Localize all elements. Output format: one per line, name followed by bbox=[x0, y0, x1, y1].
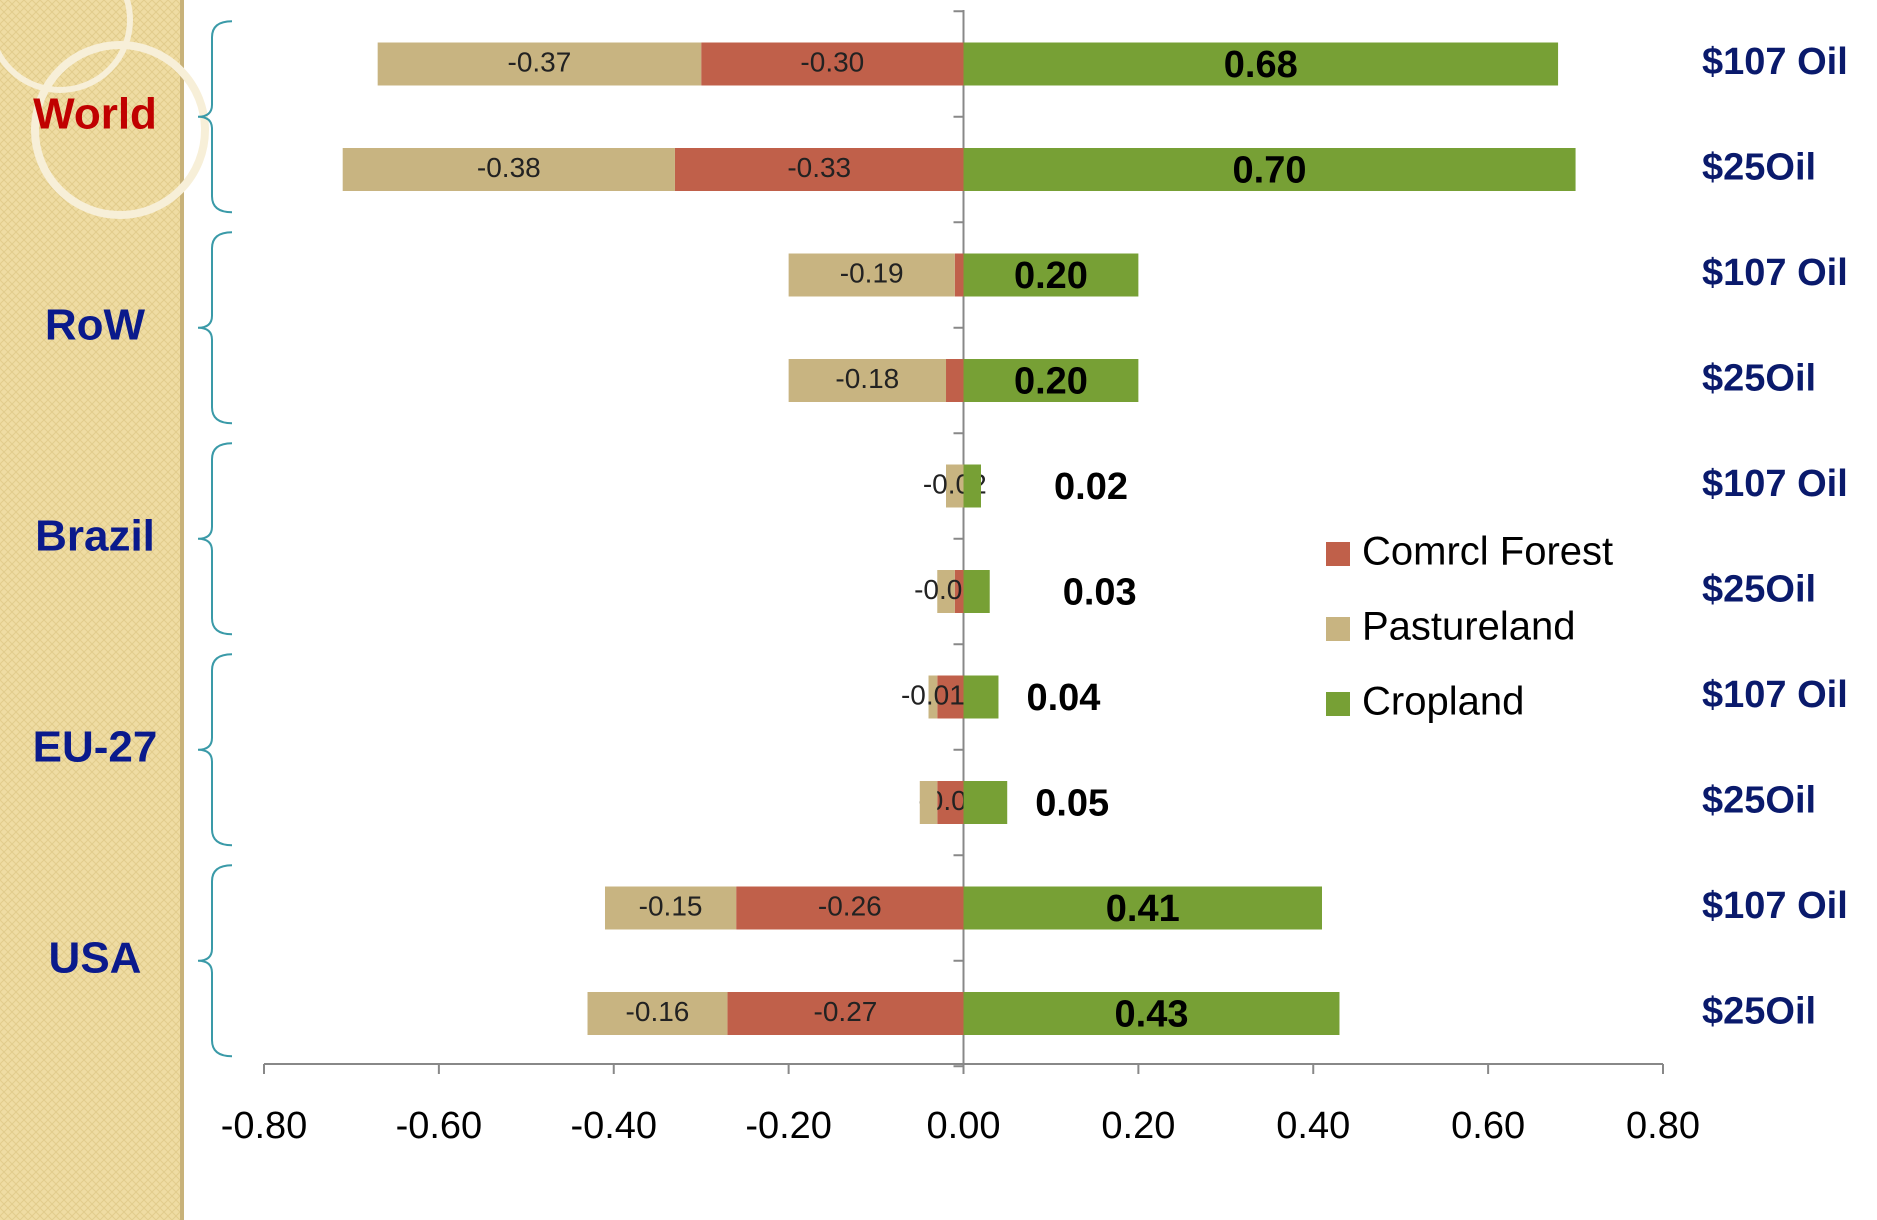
group-brace bbox=[197, 20, 233, 214]
value-label: -0.27 bbox=[814, 996, 878, 1027]
x-tick-label: 0.60 bbox=[1451, 1105, 1525, 1147]
bar bbox=[963, 253, 1139, 297]
legend-label: Comrcl Forest bbox=[1362, 530, 1613, 574]
bar bbox=[963, 570, 990, 613]
x-tick-label: -0.60 bbox=[396, 1105, 483, 1147]
bar bbox=[587, 992, 728, 1035]
bar bbox=[954, 253, 964, 297]
value-label: 0.20 bbox=[1014, 361, 1088, 403]
x-tick-label: 0.00 bbox=[927, 1105, 1001, 1147]
bar bbox=[674, 148, 964, 191]
bar bbox=[963, 781, 1008, 824]
bar bbox=[919, 781, 938, 824]
value-label: 0.02 bbox=[1054, 466, 1128, 508]
value-label: 0.04 bbox=[1026, 677, 1100, 719]
legend-swatch bbox=[1326, 617, 1350, 641]
bar bbox=[946, 359, 964, 402]
bar bbox=[605, 886, 737, 930]
value-label: -0.16 bbox=[626, 996, 690, 1027]
bar bbox=[963, 886, 1322, 930]
x-tick-label: -0.20 bbox=[745, 1105, 832, 1147]
value-label: -0.15 bbox=[639, 890, 703, 921]
category-label: $107 Oil bbox=[1702, 41, 1848, 83]
bar bbox=[963, 42, 1559, 86]
bar bbox=[937, 781, 964, 824]
bar bbox=[788, 359, 947, 402]
x-tick-label: -0.40 bbox=[570, 1105, 657, 1147]
bar bbox=[736, 886, 964, 930]
category-label: $25Oil bbox=[1702, 780, 1816, 822]
value-label: -0.37 bbox=[508, 46, 572, 77]
category-label: $107 Oil bbox=[1702, 674, 1848, 716]
side-panel bbox=[0, 0, 182, 1220]
bar bbox=[963, 464, 981, 508]
value-label: 0.43 bbox=[1115, 994, 1189, 1036]
value-label: -0.01 bbox=[901, 679, 965, 710]
bar bbox=[954, 570, 964, 613]
bar bbox=[701, 42, 964, 86]
category-label: $107 Oil bbox=[1702, 252, 1848, 294]
bar bbox=[946, 464, 964, 508]
legend-swatch bbox=[1326, 692, 1350, 716]
value-label: 0.05 bbox=[1035, 783, 1109, 825]
bar bbox=[937, 675, 964, 719]
decoration bbox=[31, 41, 209, 219]
group-label: USA bbox=[49, 933, 142, 982]
legend-label: Cropland bbox=[1362, 680, 1524, 724]
bar bbox=[727, 992, 964, 1035]
bar bbox=[937, 570, 955, 613]
value-label: 0.70 bbox=[1233, 150, 1307, 192]
bar bbox=[342, 148, 675, 191]
value-label: 0.68 bbox=[1224, 44, 1298, 86]
x-tick-label: 0.40 bbox=[1276, 1105, 1350, 1147]
x-tick-label: 0.20 bbox=[1101, 1105, 1175, 1147]
bar bbox=[963, 675, 999, 719]
group-label: EU-27 bbox=[33, 722, 158, 771]
category-label: $25Oil bbox=[1702, 569, 1816, 611]
bar bbox=[377, 42, 702, 86]
bar bbox=[928, 675, 938, 719]
category-label: $107 Oil bbox=[1702, 463, 1848, 505]
category-label: $25Oil bbox=[1702, 147, 1816, 189]
group-brace bbox=[197, 231, 233, 425]
value-label: -0.18 bbox=[835, 363, 899, 394]
decoration bbox=[0, 0, 133, 93]
category-label: $25Oil bbox=[1702, 991, 1816, 1033]
bar bbox=[963, 148, 1576, 191]
x-tick-label: -0.80 bbox=[221, 1105, 308, 1147]
bar bbox=[963, 359, 1139, 402]
group-label: RoW bbox=[45, 300, 146, 349]
group-brace bbox=[197, 653, 233, 847]
value-label: 0.20 bbox=[1014, 255, 1088, 297]
value-label: -0.38 bbox=[477, 152, 541, 183]
value-label: -0.26 bbox=[818, 890, 882, 921]
category-label: $25Oil bbox=[1702, 358, 1816, 400]
value-label: -0.33 bbox=[787, 152, 851, 183]
bar bbox=[963, 992, 1340, 1035]
group-label: World bbox=[33, 89, 157, 138]
value-label: -0.30 bbox=[800, 46, 864, 77]
value-label: 0.41 bbox=[1106, 888, 1180, 930]
x-tick-label: 0.80 bbox=[1626, 1105, 1700, 1147]
value-label: -0.19 bbox=[840, 257, 904, 288]
bar bbox=[788, 253, 955, 297]
legend-label: Pastureland bbox=[1362, 605, 1575, 649]
group-brace bbox=[197, 864, 233, 1058]
category-label: $107 Oil bbox=[1702, 885, 1848, 927]
group-brace bbox=[197, 442, 233, 636]
value-label: 0.03 bbox=[1063, 572, 1137, 614]
legend-swatch bbox=[1326, 542, 1350, 566]
group-label: Brazil bbox=[35, 511, 155, 560]
